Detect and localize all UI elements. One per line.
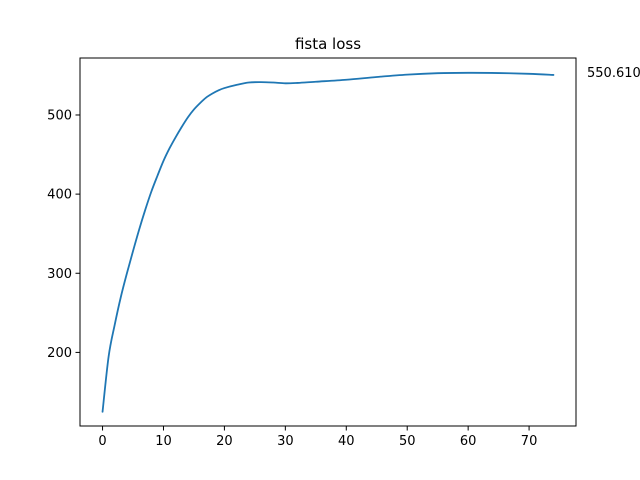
x-tick-label: 30 <box>277 434 294 449</box>
x-tick-label: 70 <box>521 434 538 449</box>
x-tick-label: 10 <box>155 434 172 449</box>
x-tick-label: 20 <box>216 434 233 449</box>
plot-frame <box>79 57 577 427</box>
x-tick-label: 40 <box>338 434 355 449</box>
y-tick-label: 300 <box>47 267 72 282</box>
x-tick-label: 50 <box>399 434 416 449</box>
y-tick-label: 500 <box>47 108 72 123</box>
chart-title: fista loss <box>295 35 361 53</box>
x-tick-label: 0 <box>98 434 106 449</box>
x-tick-label: 60 <box>460 434 477 449</box>
final-value-annotation: 550.610 <box>587 66 640 81</box>
y-tick-label: 200 <box>47 346 72 361</box>
y-tick-label: 400 <box>47 188 72 203</box>
series-line <box>101 71 555 413</box>
